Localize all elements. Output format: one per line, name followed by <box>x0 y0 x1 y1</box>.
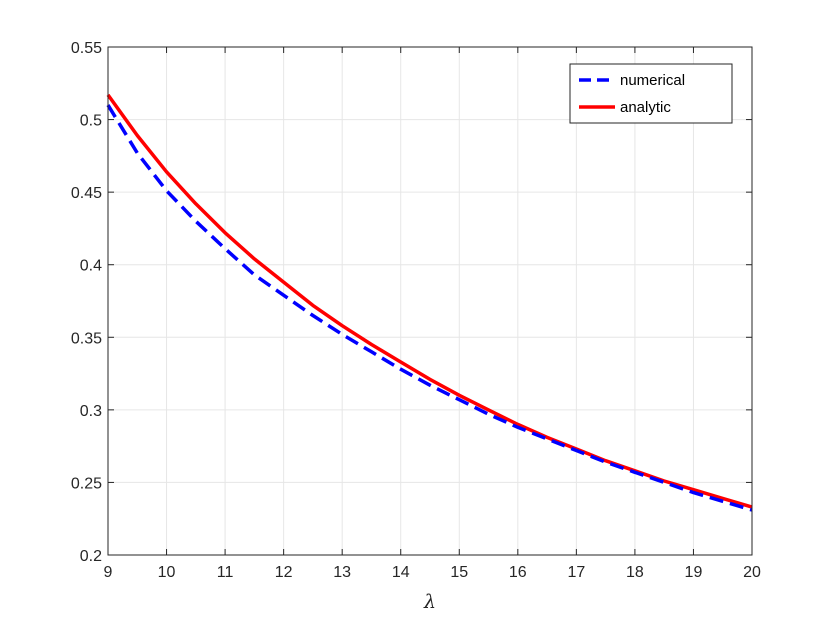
x-axis-label: λ <box>423 591 436 613</box>
axes-box <box>107 46 753 556</box>
legend: numerical analytic <box>569 63 733 124</box>
x-tick-label: 15 <box>450 564 468 581</box>
x-tick-label: 13 <box>333 564 351 581</box>
y-tick-label: 0.2 <box>80 548 102 565</box>
x-tick-label: 12 <box>275 564 293 581</box>
legend-box <box>569 63 733 124</box>
x-tick-label: 16 <box>509 564 527 581</box>
x-tick-label: 10 <box>158 564 176 581</box>
legend-label-numerical: numerical <box>620 72 685 89</box>
series-line-numerical <box>106 104 753 512</box>
y-tick-label: 0.45 <box>71 185 102 202</box>
x-tick-label: 9 <box>104 564 113 581</box>
series-layer <box>106 93 753 512</box>
x-tick-label: 11 <box>217 564 234 581</box>
y-tick-label: 0.55 <box>71 40 102 57</box>
y-tick-label: 0.3 <box>80 403 102 420</box>
x-tick-label: 20 <box>743 564 761 581</box>
series-line-analytic <box>106 93 753 509</box>
x-tick-label: 19 <box>685 564 703 581</box>
y-tick-label: 0.4 <box>80 258 102 275</box>
y-tick-label: 0.35 <box>71 330 102 347</box>
ticks: 9 10 11 12 13 14 15 16 17 18 19 20 0.2 0.25 0.3 0.35 0.4… <box>71 40 761 581</box>
y-tick-label: 0.25 <box>71 475 102 492</box>
y-tick-label: 0.5 <box>80 113 102 130</box>
plot-background <box>108 47 752 555</box>
legend-label-analytic: analytic <box>620 99 671 116</box>
x-tick-label: 14 <box>392 564 410 581</box>
x-tick-label: 17 <box>567 564 585 581</box>
x-tick-label: 18 <box>626 564 644 581</box>
